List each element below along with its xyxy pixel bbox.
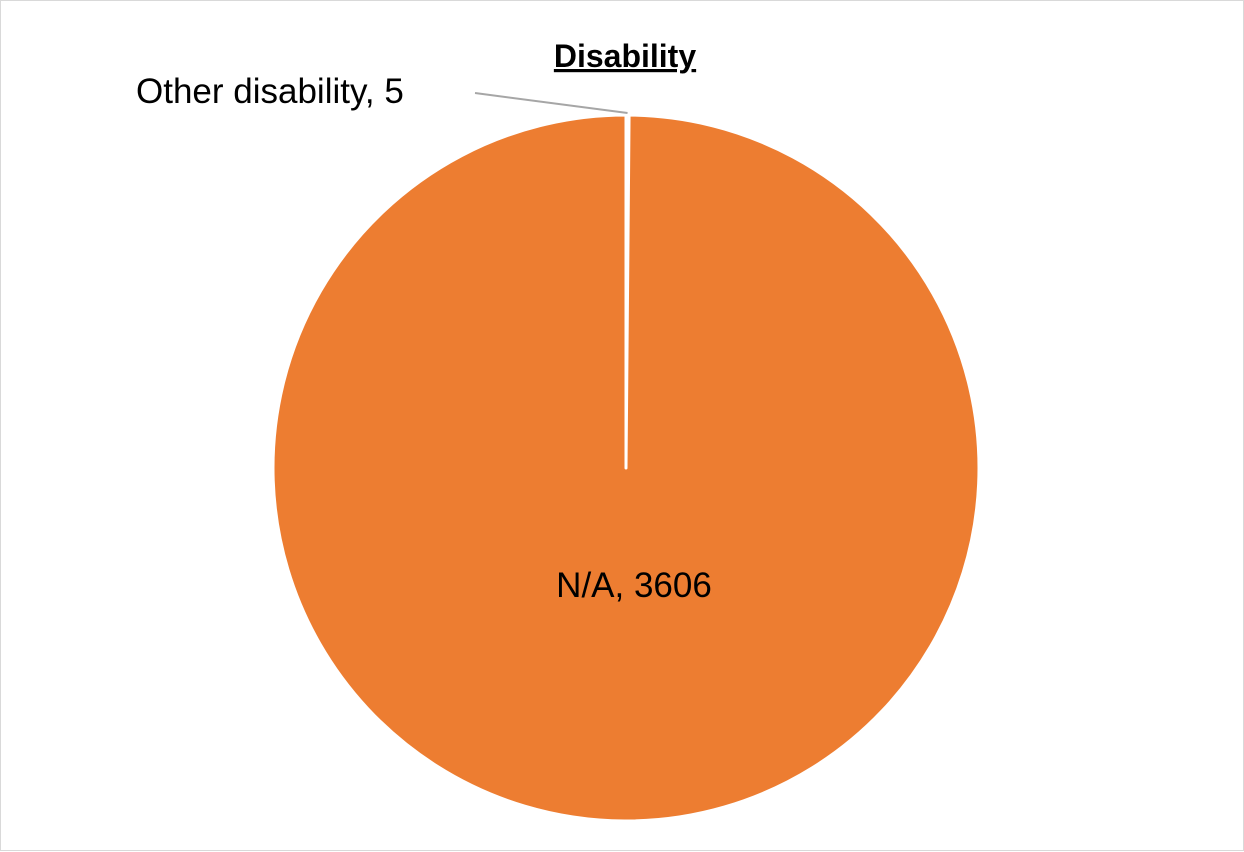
pie-slices <box>271 113 981 823</box>
chart-title: Disability <box>554 38 696 74</box>
leader-line-other-disability <box>474 92 628 114</box>
data-label-na: N/A, 3606 <box>556 566 712 605</box>
data-label-other-disability: Other disability, 5 <box>136 72 404 111</box>
pie-slice-n-a <box>271 113 981 823</box>
